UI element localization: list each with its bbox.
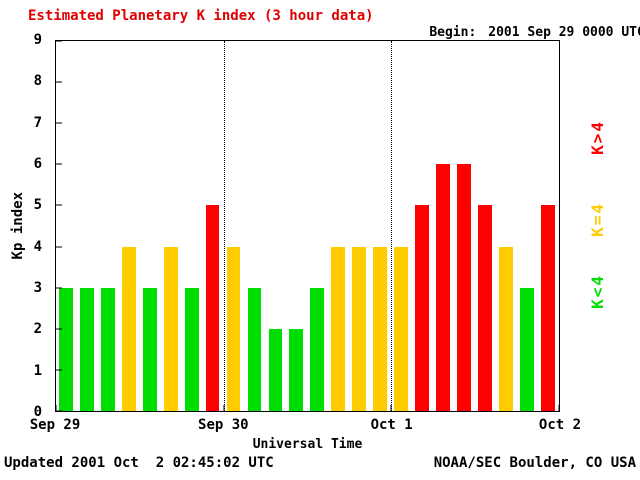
x-tick-mark bbox=[55, 405, 57, 411]
kp-bar bbox=[247, 287, 262, 411]
y-tick-mark bbox=[56, 163, 62, 165]
kp-bar bbox=[352, 246, 367, 411]
legend-k-eq-4: K=4 bbox=[588, 202, 607, 237]
kp-bar bbox=[268, 328, 283, 411]
kp-bar bbox=[499, 246, 513, 411]
y-tick-mark bbox=[56, 287, 62, 289]
y-tick-mark bbox=[56, 246, 62, 248]
day-boundary-line bbox=[391, 41, 393, 411]
y-tick-label: 5 bbox=[33, 197, 42, 214]
begin-value: 2001 Sep 29 0000 UTC bbox=[488, 25, 640, 40]
kp-bar bbox=[79, 287, 94, 411]
y-tick-label: 2 bbox=[33, 321, 42, 338]
y-tick-mark bbox=[56, 204, 62, 206]
kp-bar bbox=[121, 246, 136, 411]
plot-area bbox=[55, 40, 560, 412]
x-tick-label: Sep 29 bbox=[29, 417, 81, 433]
y-tick-mark bbox=[56, 369, 62, 371]
x-tick-label: Oct 1 bbox=[370, 417, 413, 433]
kp-bar bbox=[373, 246, 388, 411]
x-tick-label: Oct 2 bbox=[538, 417, 582, 433]
legend-k-gt-4: K>4 bbox=[588, 120, 607, 155]
x-tick-mark bbox=[558, 405, 560, 411]
y-tick-labels: 0 1 2 3 4 5 6 7 8 9 bbox=[0, 33, 48, 419]
source-text: NOAA/SEC Boulder, CO USA bbox=[433, 455, 636, 471]
kp-bar bbox=[184, 287, 199, 411]
y-tick-label: 8 bbox=[33, 73, 42, 90]
x-tick-mark bbox=[223, 405, 225, 411]
y-tick-mark bbox=[56, 81, 62, 83]
kp-bar bbox=[520, 287, 534, 411]
kp-bar bbox=[331, 246, 346, 411]
kp-bar bbox=[415, 205, 430, 411]
kp-bar bbox=[436, 164, 450, 411]
kp-bar bbox=[205, 205, 220, 411]
kp-bar bbox=[100, 287, 115, 411]
kp-bar bbox=[394, 246, 409, 411]
x-tick-label: Sep 30 bbox=[198, 417, 249, 433]
y-tick-label: 0 bbox=[33, 404, 42, 420]
y-tick-mark bbox=[56, 40, 62, 42]
y-tick-mark bbox=[56, 122, 62, 124]
kp-bar bbox=[540, 205, 555, 411]
kp-bar bbox=[478, 205, 492, 411]
y-tick-mark bbox=[56, 410, 62, 412]
y-tick-label: 6 bbox=[33, 156, 42, 172]
kp-bar bbox=[289, 328, 304, 411]
x-tick-labels: Sep 29 Sep 30 Oct 1 Oct 2 bbox=[30, 417, 581, 435]
kp-bar bbox=[58, 287, 73, 411]
day-boundary-line bbox=[223, 41, 225, 411]
kp-bar bbox=[163, 246, 178, 411]
y-tick-label: 7 bbox=[33, 114, 42, 131]
y-tick-label: 9 bbox=[33, 32, 42, 48]
x-tick-mark bbox=[390, 405, 392, 411]
kp-bar bbox=[310, 287, 325, 411]
kp-bar bbox=[457, 164, 471, 411]
begin-label: Begin: bbox=[429, 25, 477, 40]
updated-text: Updated 2001 Oct 2 02:45:02 UTC bbox=[4, 455, 274, 471]
chart-title: Estimated Planetary K index (3 hour data… bbox=[28, 8, 374, 24]
kp-bar bbox=[226, 246, 241, 411]
legend-k-lt-4: K<4 bbox=[588, 274, 607, 309]
y-tick-label: 4 bbox=[33, 238, 42, 255]
y-tick-label: 3 bbox=[33, 280, 42, 296]
y-tick-mark bbox=[56, 328, 62, 330]
kp-bar bbox=[142, 287, 157, 411]
x-axis-label: Universal Time bbox=[252, 437, 363, 452]
begin-group: Begin: 2001 Sep 29 0000 UTC bbox=[398, 10, 640, 55]
y-tick-label: 1 bbox=[33, 362, 42, 379]
